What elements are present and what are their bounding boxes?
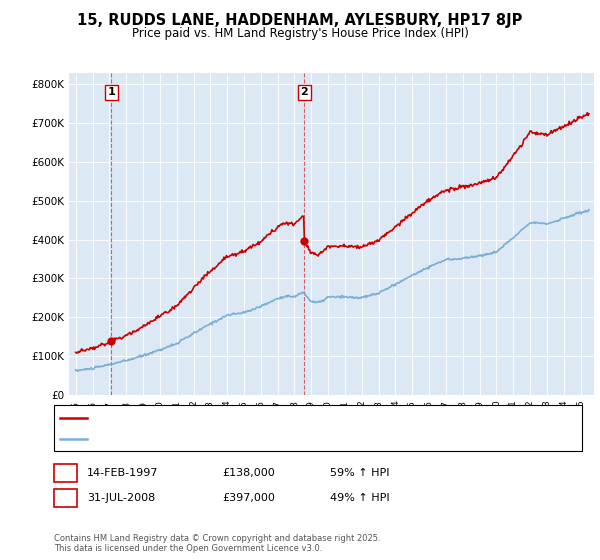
Text: 2: 2	[61, 492, 70, 505]
Text: HPI: Average price, semi-detached house, Buckinghamshire: HPI: Average price, semi-detached house,…	[93, 435, 386, 444]
Text: 14-FEB-1997: 14-FEB-1997	[87, 468, 158, 478]
Text: 15, RUDDS LANE, HADDENHAM, AYLESBURY, HP17 8JP: 15, RUDDS LANE, HADDENHAM, AYLESBURY, HP…	[77, 13, 523, 28]
Text: 1: 1	[107, 87, 115, 97]
Text: £397,000: £397,000	[222, 493, 275, 503]
Text: 31-JUL-2008: 31-JUL-2008	[87, 493, 155, 503]
Text: £138,000: £138,000	[222, 468, 275, 478]
Text: 59% ↑ HPI: 59% ↑ HPI	[330, 468, 389, 478]
Text: Contains HM Land Registry data © Crown copyright and database right 2025.
This d: Contains HM Land Registry data © Crown c…	[54, 534, 380, 553]
Text: 1: 1	[61, 466, 70, 479]
Text: Price paid vs. HM Land Registry's House Price Index (HPI): Price paid vs. HM Land Registry's House …	[131, 27, 469, 40]
Text: 49% ↑ HPI: 49% ↑ HPI	[330, 493, 389, 503]
Text: 2: 2	[301, 87, 308, 97]
Text: 15, RUDDS LANE, HADDENHAM, AYLESBURY, HP17 8JP (semi-detached house): 15, RUDDS LANE, HADDENHAM, AYLESBURY, HP…	[93, 413, 475, 423]
